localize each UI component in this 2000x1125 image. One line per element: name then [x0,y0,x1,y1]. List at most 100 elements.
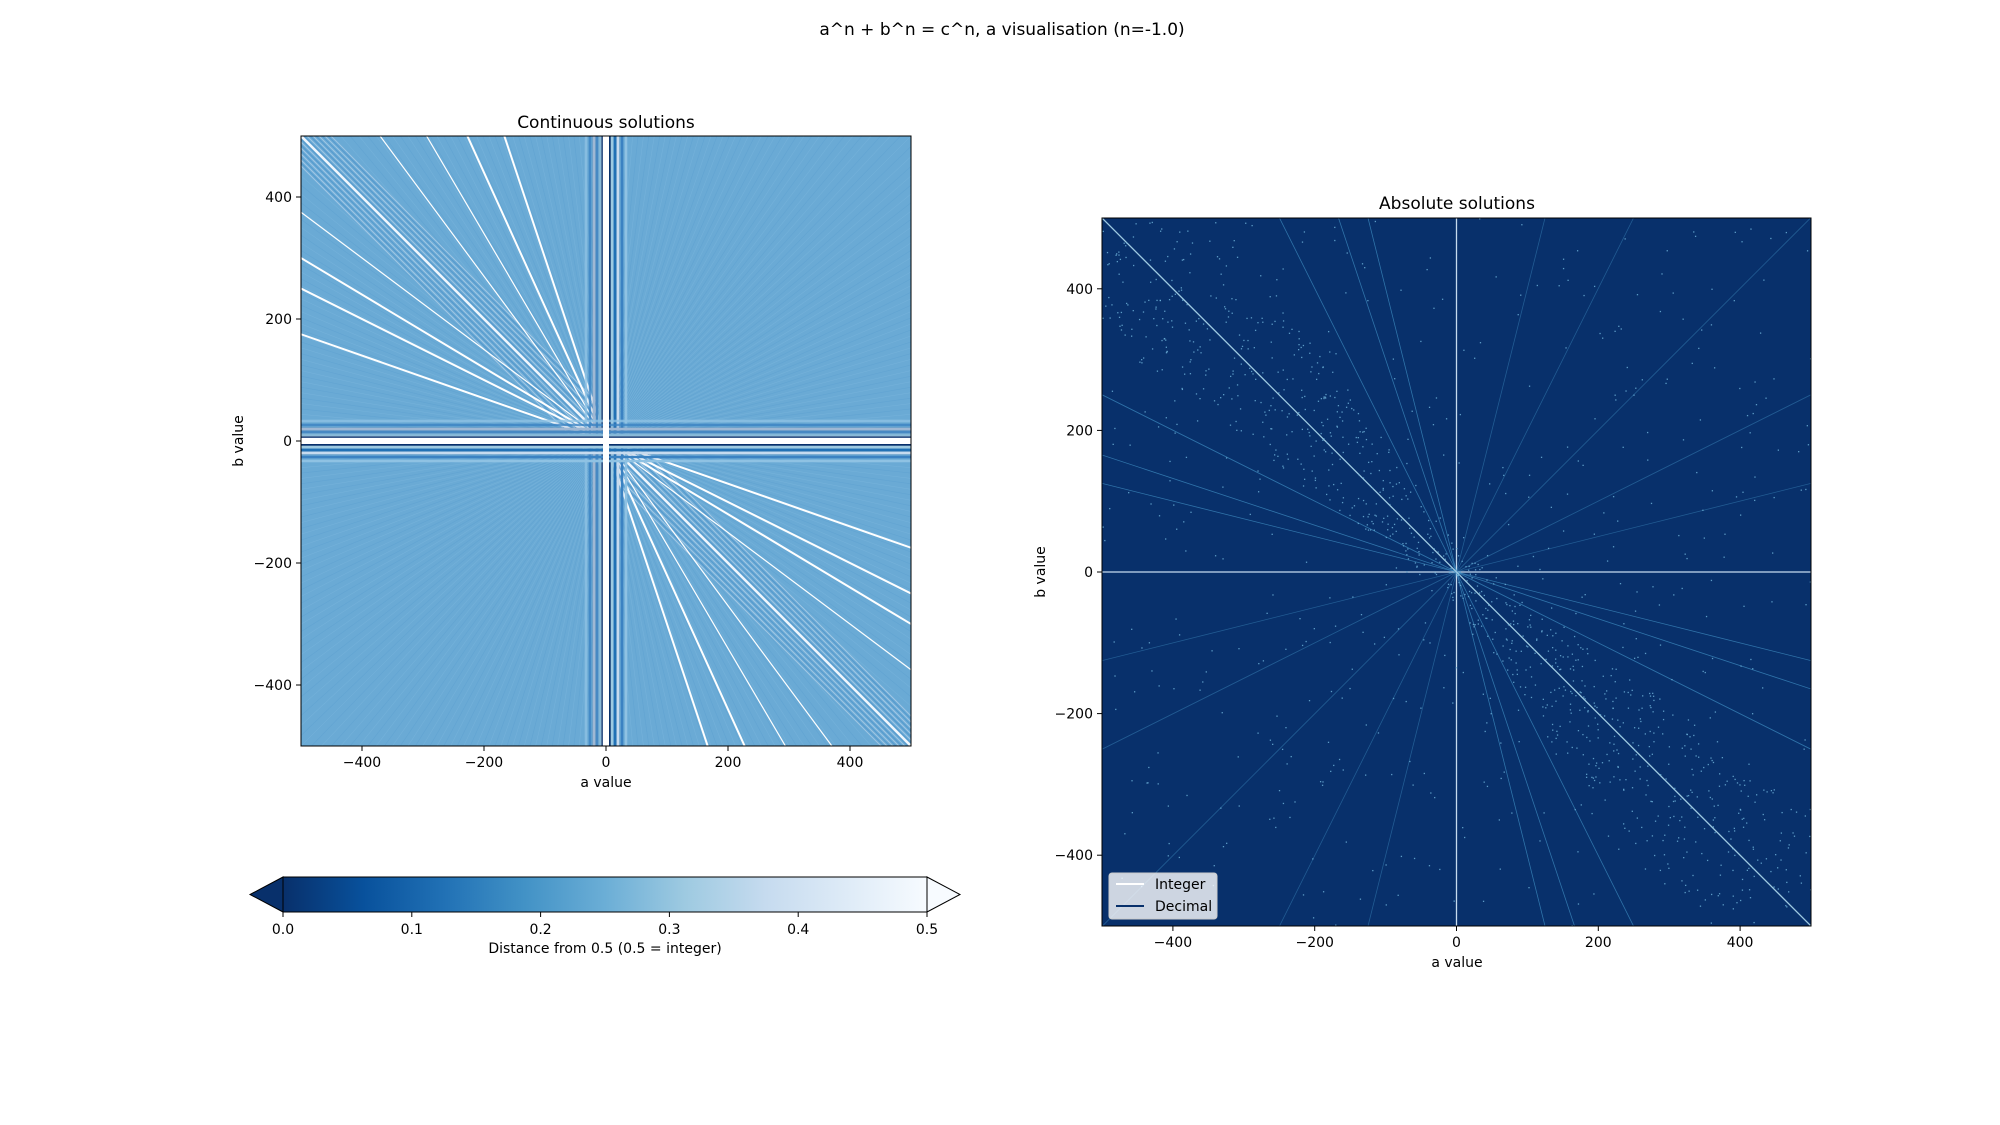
solution-point [1302,485,1305,487]
solution-point [1593,285,1596,288]
solution-point [1597,737,1599,739]
solution-point [1551,705,1553,707]
heatmap-ray [358,440,607,746]
solution-point [1148,299,1150,302]
heatmap-ray [518,136,607,442]
solution-point [1391,773,1393,776]
solution-point [1125,256,1127,259]
solution-point [1704,899,1706,901]
heatmap-ray [584,136,607,442]
heatmap-ray [605,250,911,442]
x-tick-label: −200 [1295,935,1333,951]
heatmap-ray [301,364,607,442]
solution-point [1131,328,1133,330]
solution-point [1613,743,1615,745]
solution-point [1349,514,1351,517]
solution-point [1698,347,1700,350]
colorbar-tick-label: 0.4 [787,922,809,938]
solution-point [1706,859,1709,862]
solution-point [1474,569,1477,571]
solution-point [1397,894,1399,896]
solution-point [1636,591,1638,593]
solution-point [1652,711,1654,713]
solution-point [1323,397,1325,400]
solution-point [1405,550,1407,552]
heatmap-ray [605,375,911,442]
solution-point [1445,553,1447,555]
solution-point [1418,550,1420,553]
solution-point [1750,228,1752,230]
solution-point [1240,363,1243,365]
heatmap-ray [463,136,607,442]
heatmap-ray [605,440,911,524]
solution-point [1733,830,1736,832]
solution-point [1762,687,1764,689]
solution-point [1542,698,1544,700]
solution-point [1450,567,1452,570]
y-tick-label: 0 [283,434,292,450]
heatmap-ray [605,136,882,442]
solution-point [1652,586,1654,588]
solution-point [1757,859,1759,861]
solution-point [1157,752,1159,754]
solution-point [1302,344,1305,347]
solution-point [1677,837,1680,839]
solution-point [1236,384,1239,386]
solution-point [1491,601,1493,603]
solution-point [1593,779,1596,782]
heatmap-ray [568,440,607,746]
heatmap-ray [529,440,607,746]
solution-point [1525,645,1528,647]
solution-point [1332,371,1334,373]
solution-point [1445,418,1448,420]
solution-point [1749,897,1752,899]
solution-point [1220,807,1222,809]
solution-point [1708,790,1710,792]
solution-point [1770,237,1772,240]
solution-point [1398,654,1400,656]
solution-point [1262,660,1265,662]
solution-point [1347,443,1350,445]
solution-point [1429,257,1432,259]
heatmap-ray [605,440,911,648]
solution-point [1659,698,1661,700]
solution-point [1301,389,1303,391]
solution-point [1226,842,1228,844]
solution-point [1668,763,1670,765]
solution-point [1149,222,1151,224]
solution-point [1264,411,1266,413]
solution-point [1391,526,1394,529]
heatmap-ray [429,440,607,746]
solution-point [1271,428,1273,430]
solution-point [1431,562,1433,564]
solution-point [1325,397,1327,399]
heatmap-ray [605,202,911,442]
solution-point [1732,775,1734,778]
solution-point [1431,590,1433,592]
continuous-x-ticks: −400 −200 0 200 400 [343,746,863,771]
solution-point [1464,593,1466,596]
solution-point [1717,804,1719,807]
solution-point [1766,791,1768,793]
solution-point [1704,671,1706,674]
solution-point [1601,762,1604,764]
solution-point [1649,692,1651,695]
solution-point [1732,869,1734,872]
solution-point [1469,573,1471,575]
solution-point [1716,741,1719,743]
solution-point [1748,839,1750,842]
heatmap-ray [358,136,607,442]
solution-point [1118,251,1120,253]
heatmap-ray [443,440,607,746]
heatmap-ray [311,440,607,746]
heatmap-ray [605,175,911,442]
solution-point [1597,723,1599,725]
solution-point [1108,296,1110,299]
heatmap-ray [301,298,607,442]
solution-point [1334,239,1336,242]
solution-point [1545,658,1547,661]
solution-point [1151,670,1153,672]
heatmap-ray [605,358,911,442]
solution-point [1576,250,1579,252]
solution-point [1443,454,1445,456]
